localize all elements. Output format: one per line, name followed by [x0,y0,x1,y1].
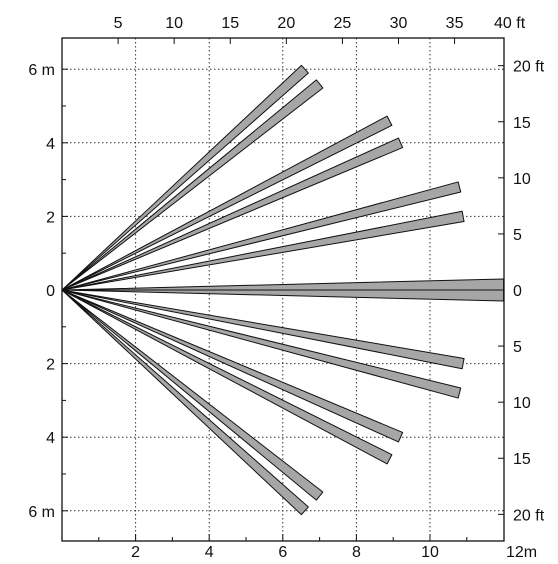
bottom-tick-label: 2 [131,544,140,561]
right-tick-label: 15 [513,451,531,468]
detection-zone-beam [61,210,465,291]
top-tick-label: 35 [446,15,464,32]
bottom-tick-label: 8 [352,544,361,561]
detection-zone-beam [61,181,462,291]
top-tick-label: 10 [165,15,183,32]
bottom-axis-labels: 2 4 6 8 10 12m [131,544,537,561]
top-tick-label: 15 [221,15,239,32]
right-tick-label: 5 [513,227,522,244]
detection-zone-beam [61,289,404,443]
detection-zone-beam [61,115,393,291]
right-tick-label: 15 [513,115,531,132]
left-axis-labels: 6 m 4 2 0 2 4 6 m [28,62,55,521]
right-tick-label: 20 ft [513,507,545,524]
top-tick-label: 25 [334,15,352,32]
bottom-tick-label: 6 [278,544,287,561]
left-tick-label: 2 [46,357,55,374]
right-tick-label: 5 [513,339,522,356]
bottom-tick-label: 4 [205,544,214,561]
bottom-tick-label: 10 [421,544,439,561]
detection-zone-beam [61,289,393,465]
detection-zone-beam [61,137,404,291]
detection-zone-beam [61,289,309,516]
axis-ticks [62,38,504,541]
top-tick-label: 5 [114,15,123,32]
detection-zones [61,64,505,516]
detection-zone-beam [61,64,309,291]
top-axis-labels: 5 10 15 20 25 30 35 40 ft [114,15,526,32]
right-axis-labels: 20 ft 15 10 5 0 5 10 15 20 ft [513,59,545,525]
left-tick-label: 0 [46,283,55,300]
top-tick-label: 30 [390,15,408,32]
detection-zone-beam [61,289,462,399]
right-tick-label: 0 [513,283,522,300]
detection-zone-beam [61,289,465,370]
bottom-axis-end-label: 12m [506,544,537,561]
detection-zone-beam [61,79,324,291]
left-tick-label: 2 [46,209,55,226]
left-tick-label: 4 [46,430,55,447]
left-tick-label: 6 m [28,62,55,79]
top-axis-end-label: 40 ft [494,15,526,32]
left-tick-label: 4 [46,136,55,153]
right-tick-label: 10 [513,171,531,188]
right-tick-label: 10 [513,395,531,412]
left-tick-label: 6 m [28,504,55,521]
detection-zone-beam [61,289,324,501]
right-tick-label: 20 ft [513,59,545,76]
top-tick-label: 20 [277,15,295,32]
